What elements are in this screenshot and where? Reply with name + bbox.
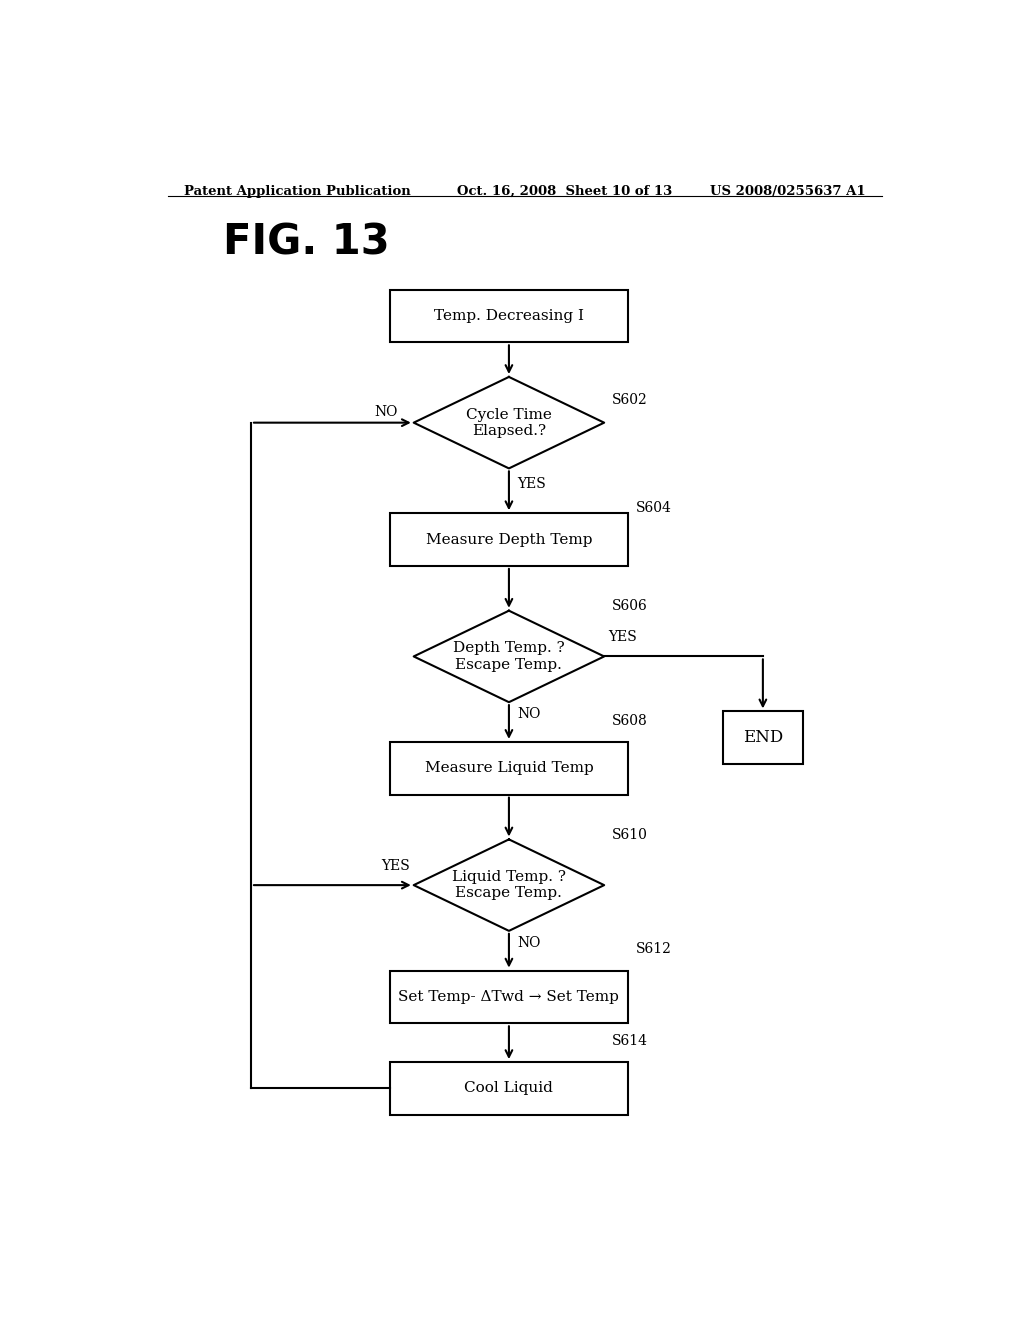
Text: S606: S606 — [612, 599, 648, 612]
Text: END: END — [742, 729, 783, 746]
Text: YES: YES — [608, 630, 637, 644]
FancyBboxPatch shape — [390, 513, 628, 566]
Text: Depth Temp. ?
Escape Temp.: Depth Temp. ? Escape Temp. — [453, 642, 565, 672]
Text: Measure Depth Temp: Measure Depth Temp — [426, 532, 592, 546]
FancyBboxPatch shape — [390, 289, 628, 342]
Text: S604: S604 — [636, 500, 672, 515]
Text: Liquid Temp. ?
Escape Temp.: Liquid Temp. ? Escape Temp. — [452, 870, 566, 900]
Text: S608: S608 — [612, 714, 648, 727]
Text: NO: NO — [375, 405, 397, 420]
Text: NO: NO — [517, 708, 541, 721]
Text: S610: S610 — [612, 828, 648, 842]
FancyBboxPatch shape — [390, 970, 628, 1023]
Text: US 2008/0255637 A1: US 2008/0255637 A1 — [711, 185, 866, 198]
Text: Measure Liquid Temp: Measure Liquid Temp — [425, 762, 593, 775]
Text: Patent Application Publication: Patent Application Publication — [183, 185, 411, 198]
Text: Cycle Time
Elapsed.?: Cycle Time Elapsed.? — [466, 408, 552, 438]
Text: Cool Liquid: Cool Liquid — [465, 1081, 553, 1096]
Text: YES: YES — [517, 477, 546, 491]
Text: Oct. 16, 2008  Sheet 10 of 13: Oct. 16, 2008 Sheet 10 of 13 — [458, 185, 673, 198]
Text: S602: S602 — [612, 393, 648, 407]
Text: Temp. Decreasing I: Temp. Decreasing I — [434, 309, 584, 323]
Text: Set Temp- ΔTwd → Set Temp: Set Temp- ΔTwd → Set Temp — [398, 990, 620, 1005]
Text: S614: S614 — [612, 1034, 648, 1048]
FancyBboxPatch shape — [390, 742, 628, 795]
FancyBboxPatch shape — [390, 1063, 628, 1115]
Text: S612: S612 — [636, 942, 672, 957]
Text: YES: YES — [381, 859, 410, 873]
Text: FIG. 13: FIG. 13 — [223, 222, 390, 264]
FancyBboxPatch shape — [723, 711, 803, 764]
Text: NO: NO — [517, 936, 541, 950]
